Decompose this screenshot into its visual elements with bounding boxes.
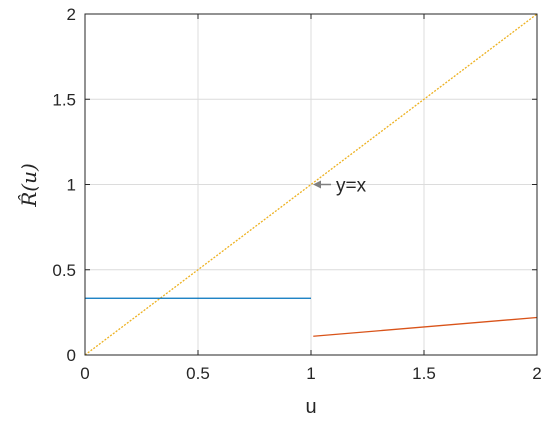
series-line-3 <box>313 316 538 337</box>
y-tick-label: 2 <box>67 5 76 24</box>
x-tick-label: 1 <box>306 364 315 383</box>
annotation-text: y=x <box>336 176 367 197</box>
x-tick-label: 0.5 <box>186 364 210 383</box>
x-tick-label: 0 <box>80 364 89 383</box>
x-tick-label: 1.5 <box>412 364 436 383</box>
y-tick-label: 1 <box>67 176 76 195</box>
y-tick-label: 1.5 <box>52 90 76 109</box>
y-tick-label: 0.5 <box>52 261 76 280</box>
series-layer <box>84 13 538 356</box>
tick-marks <box>84 13 538 356</box>
annotation-arrowhead <box>313 180 321 189</box>
y-axis-label: R̂(u) <box>17 163 41 208</box>
x-tick-labels: 0 0.5 1 1.5 2 <box>80 364 541 383</box>
x-tick-label: 2 <box>532 364 541 383</box>
y-tick-labels: 0 0.5 1 1.5 2 <box>52 5 76 365</box>
x-axis-label: u <box>305 396 316 418</box>
annotation-layer: y=x <box>313 176 367 197</box>
y-tick-label: 0 <box>67 346 76 365</box>
